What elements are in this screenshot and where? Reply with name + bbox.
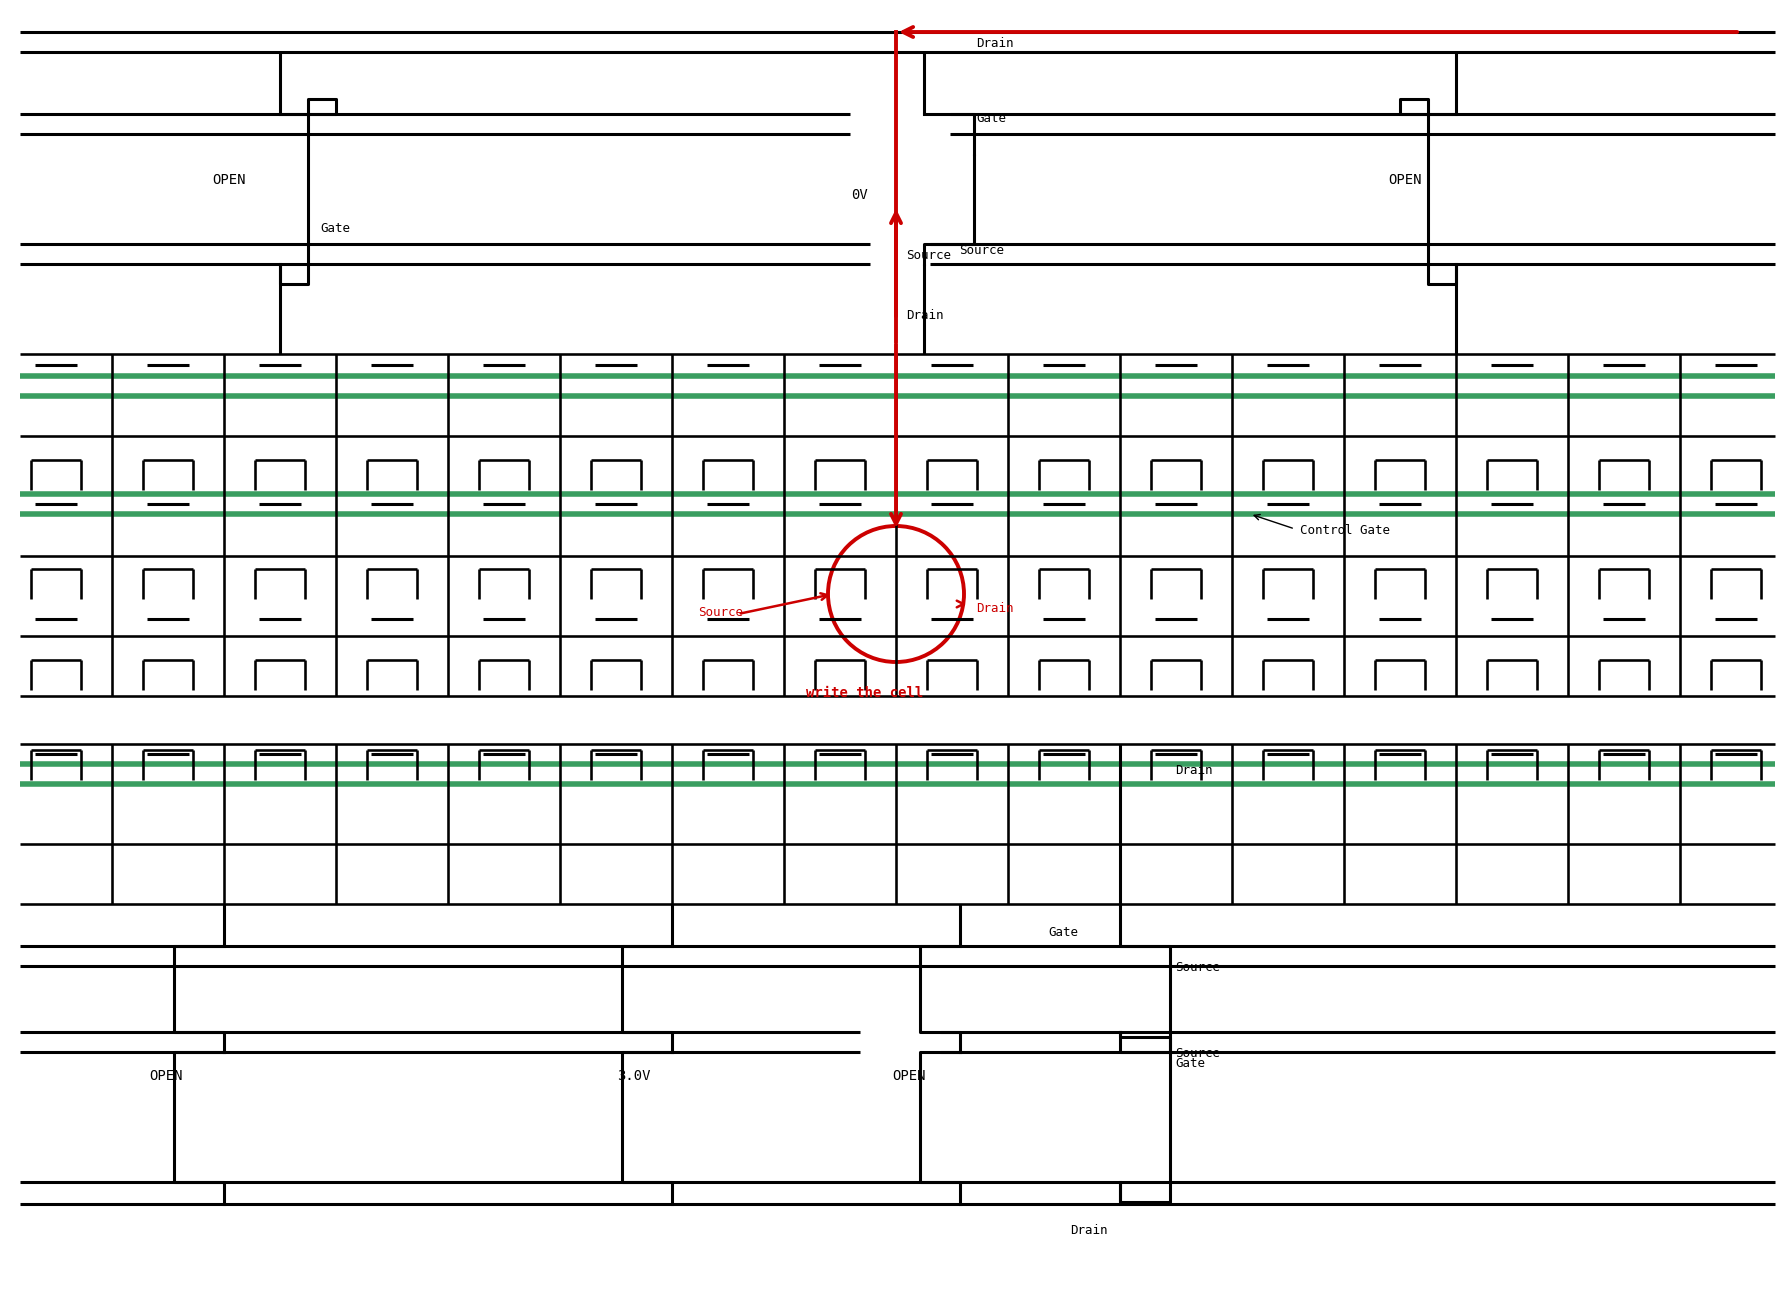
Text: Source: Source	[907, 249, 952, 262]
Text: Gate: Gate	[321, 222, 349, 235]
Text: Source: Source	[1176, 1047, 1220, 1060]
Text: OPEN: OPEN	[149, 1069, 183, 1084]
Text: Drain: Drain	[907, 309, 944, 322]
Text: OPEN: OPEN	[892, 1069, 925, 1084]
Text: 0V: 0V	[851, 188, 867, 202]
Text: write the cell: write the cell	[806, 686, 923, 700]
Text: Gate: Gate	[1176, 1058, 1204, 1071]
Text: Control Gate: Control Gate	[1299, 524, 1391, 537]
Text: Drain: Drain	[977, 602, 1014, 615]
Text: Drain: Drain	[1176, 764, 1213, 777]
Text: Source: Source	[959, 244, 1004, 257]
Text: 3.0V: 3.0V	[616, 1069, 650, 1084]
Text: Drain: Drain	[1070, 1224, 1107, 1237]
Text: Drain: Drain	[977, 37, 1014, 50]
Text: OPEN: OPEN	[211, 173, 246, 186]
Text: Gate: Gate	[1048, 926, 1079, 939]
Text: OPEN: OPEN	[1389, 173, 1421, 186]
Text: Source: Source	[1176, 961, 1220, 974]
Text: Gate: Gate	[977, 112, 1005, 125]
Text: Source: Source	[699, 606, 744, 619]
